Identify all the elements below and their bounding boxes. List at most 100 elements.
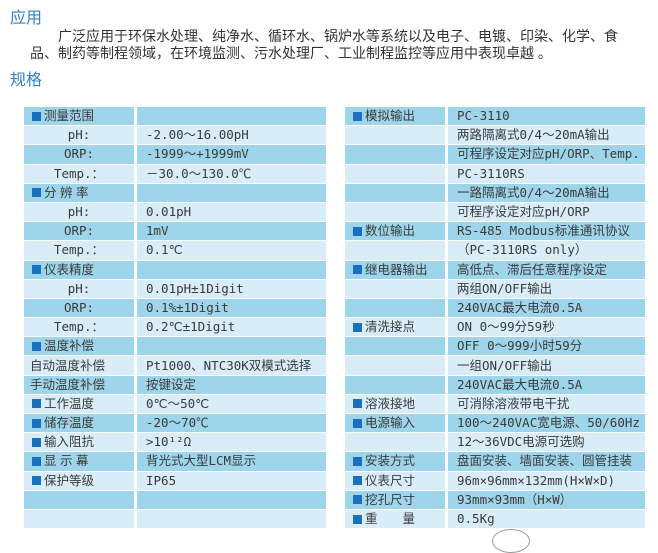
spec-row: 重 量 0.5Kg [345, 509, 645, 530]
column-divider [445, 145, 448, 165]
spec-label-text: 储存温度 [44, 416, 95, 431]
column-divider [134, 394, 137, 414]
column-divider [134, 202, 137, 223]
spec-label-text: 仪表精度 [44, 262, 95, 277]
spec-label-text: Temp.： [53, 242, 105, 258]
spec-value: Pt1000、NTC30K双模式选择 [137, 356, 326, 375]
spec-label-text: 模拟输出 [365, 109, 416, 124]
spec-label [345, 183, 445, 202]
column-divider [134, 509, 137, 530]
spec-label-text: 自动温度补偿 [30, 358, 106, 373]
spec-row: 测量范围 [24, 107, 326, 127]
spec-label: 模拟输出 [345, 107, 445, 126]
spec-value: 一组ON/OFF输出 [448, 356, 645, 375]
spec-row: 240VAC最大电流0.5A [345, 375, 645, 395]
spec-label: 自动温度补偿 [24, 356, 134, 375]
spec-label-text: ORP: [63, 146, 95, 162]
column-divider [445, 471, 448, 491]
bullet-square-icon [353, 514, 362, 524]
column-divider [134, 126, 137, 146]
bullet-square-icon [353, 418, 362, 428]
column-divider [134, 337, 137, 357]
spec-value [137, 107, 326, 126]
spec-row: 清洗接点 ON 0～99分59秒 [345, 318, 645, 338]
bullet-square-icon [32, 476, 41, 486]
column-divider [445, 490, 448, 510]
spec-label: 清洗接点 [345, 318, 445, 337]
column-divider [445, 107, 448, 127]
spec-label-text: 保护等级 [44, 473, 95, 488]
spec-row: 储存温度 -20～70℃ [24, 414, 326, 434]
spec-row: 一组ON/OFF输出 [345, 356, 645, 376]
bullet-square-icon [32, 188, 41, 198]
column-divider [134, 107, 137, 127]
spec-label-text: 清洗接点 [365, 320, 416, 335]
spec-value: 240VAC最大电流0.5A [448, 375, 645, 394]
spec-label [345, 202, 445, 222]
spec-label: 工作温度 [24, 394, 134, 413]
column-divider [445, 318, 448, 338]
bullet-square-icon [353, 226, 362, 236]
spec-row: pH: 0.01pH±1Digit [24, 279, 326, 299]
spec-row: 数位输出 RS-485 Modbus标准通讯协议 [345, 222, 645, 242]
column-divider [134, 490, 137, 510]
spec-row: 模拟输出 PC-3110 [345, 107, 645, 127]
spec-label-text: 溶液接地 [365, 396, 416, 411]
spec-label: 输入阻抗 [24, 433, 134, 452]
spec-value: 240VAC最大电流0.5A [448, 298, 645, 318]
column-divider [134, 414, 137, 434]
spec-table-left: 测量范围 pH: -2.00～16.00pH ORP: -1999～+1999mV Tem… [24, 107, 326, 530]
spec-label-text: 仪表尺寸 [365, 473, 416, 488]
spec-value: 12～36VDC电源可选购 [448, 433, 645, 452]
spec-row [24, 490, 326, 510]
bullet-square-icon [353, 322, 362, 332]
spec-value: 0.01pH [137, 202, 326, 222]
spec-label-text: 电源输入 [365, 416, 416, 431]
column-divider [445, 509, 448, 530]
column-divider [134, 183, 137, 203]
spec-label-text: 安装方式 [365, 454, 416, 469]
spec-value: >10¹²Ω [137, 433, 326, 452]
spec-value: （PC-3110RS only） [448, 241, 645, 260]
column-divider [445, 241, 448, 261]
spec-label-text: 显 示 幕 [44, 454, 89, 469]
spec-label: Temp.： [24, 241, 134, 260]
spec-value: RS-485 Modbus标准通讯协议 [448, 222, 645, 241]
spec-label [345, 279, 445, 298]
spec-value: 0.5Kg [448, 509, 645, 529]
application-description: 广泛应用于环保水处理、纯净水、循环水、锅炉水等系统以及电子、电镀、印染、化学、食… [30, 28, 618, 61]
spec-label [345, 164, 445, 183]
spec-section-title: 规格 [10, 72, 43, 89]
bullet-square-icon [32, 265, 41, 275]
bullet-square-icon [32, 399, 41, 409]
spec-row: （PC-3110RS only） [345, 241, 645, 261]
spec-row: 显 示 幕 背光式大型LCM显示 [24, 452, 326, 472]
spec-row: 12～36VDC电源可选购 [345, 433, 645, 453]
spec-value: 0.01pH±1Digit [137, 279, 326, 298]
spec-label [345, 337, 445, 356]
spec-row: 手动温度补偿 按键设定 [24, 375, 326, 395]
spec-row: 仪表精度 [24, 260, 326, 280]
spec-row: 分 辨 率 [24, 183, 326, 203]
spec-label: 重 量 [345, 509, 445, 529]
spec-value: 盘面安装、墙面安装、圆管挂装 [448, 452, 645, 471]
spec-row: pH: -2.00～16.00pH [24, 126, 326, 146]
spec-row: 240VAC最大电流0.5A [345, 298, 645, 319]
spec-value: 0.2℃±1Digit [137, 318, 326, 337]
spec-label-text: pH: [67, 280, 91, 296]
column-divider [134, 241, 137, 261]
spec-row: ORP: 0.1%±1Digit [24, 298, 326, 319]
spec-label: 电源输入 [345, 414, 445, 433]
column-divider [134, 356, 137, 376]
spec-label-text: Temp.： [53, 319, 105, 335]
spec-label-text: 分 辨 率 [44, 185, 89, 200]
spec-label-text: ORP: [63, 223, 95, 239]
column-divider [134, 279, 137, 299]
spec-label [24, 490, 134, 509]
spec-value: 可程序设定对应pH/ORP、Temp. [448, 145, 645, 164]
column-divider [134, 164, 137, 184]
spec-value: 0.1℃ [137, 241, 326, 260]
spec-label: pH: [24, 202, 134, 222]
spec-row: Temp.： 0.2℃±1Digit [24, 318, 326, 338]
spec-label [345, 241, 445, 260]
